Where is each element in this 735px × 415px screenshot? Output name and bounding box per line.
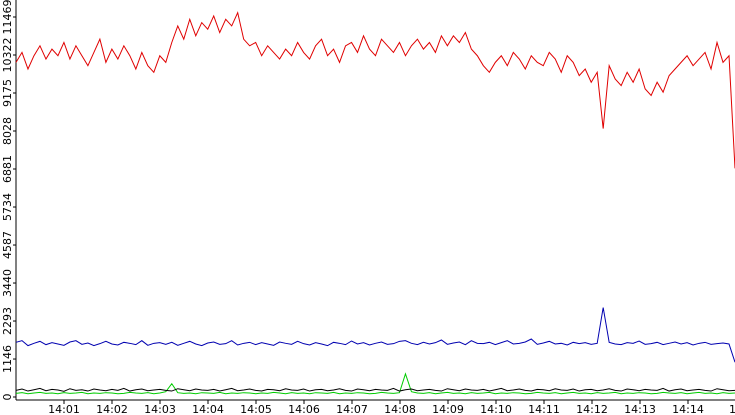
x-tick-label: 14:14 bbox=[672, 403, 704, 415]
x-tick-label: 14:02 bbox=[96, 403, 128, 415]
y-tick-label: 3440 bbox=[1, 269, 14, 297]
x-tick-label: 14:06 bbox=[288, 403, 320, 415]
y-tick-label: 2293 bbox=[1, 307, 14, 335]
x-tick-label: 14:05 bbox=[240, 403, 272, 415]
x-tick-label: 14:04 bbox=[192, 403, 224, 415]
x-tick-label: 14:12 bbox=[576, 403, 608, 415]
x-tick-label: 14:08 bbox=[384, 403, 416, 415]
x-tick-label: 14:11 bbox=[528, 403, 560, 415]
y-tick-label: 9175 bbox=[1, 79, 14, 107]
y-tick-label: 5734 bbox=[1, 193, 14, 221]
x-tick-label: 14:01 bbox=[48, 403, 80, 415]
x-tick-label: 14:13 bbox=[624, 403, 656, 415]
y-tick-label: 6881 bbox=[1, 155, 14, 183]
x-tick-label: 14:09 bbox=[432, 403, 464, 415]
x-tick-label: 14:03 bbox=[144, 403, 176, 415]
x-tick-label: 14:10 bbox=[480, 403, 512, 415]
x-tick-label: 14:07 bbox=[336, 403, 368, 415]
series-line bbox=[15, 11, 735, 169]
y-tick-label: 11469 bbox=[1, 0, 14, 35]
x-tick-label: 14 bbox=[729, 403, 735, 415]
y-tick-label: 8028 bbox=[1, 117, 14, 145]
series-line bbox=[15, 307, 735, 363]
y-tick-label: 10322 bbox=[1, 38, 14, 73]
y-tick-label: 4587 bbox=[1, 231, 14, 259]
series-line bbox=[15, 372, 735, 395]
series-line bbox=[15, 387, 735, 392]
y-tick-label: 0 bbox=[1, 394, 14, 401]
y-tick-label: 1146 bbox=[1, 345, 14, 373]
